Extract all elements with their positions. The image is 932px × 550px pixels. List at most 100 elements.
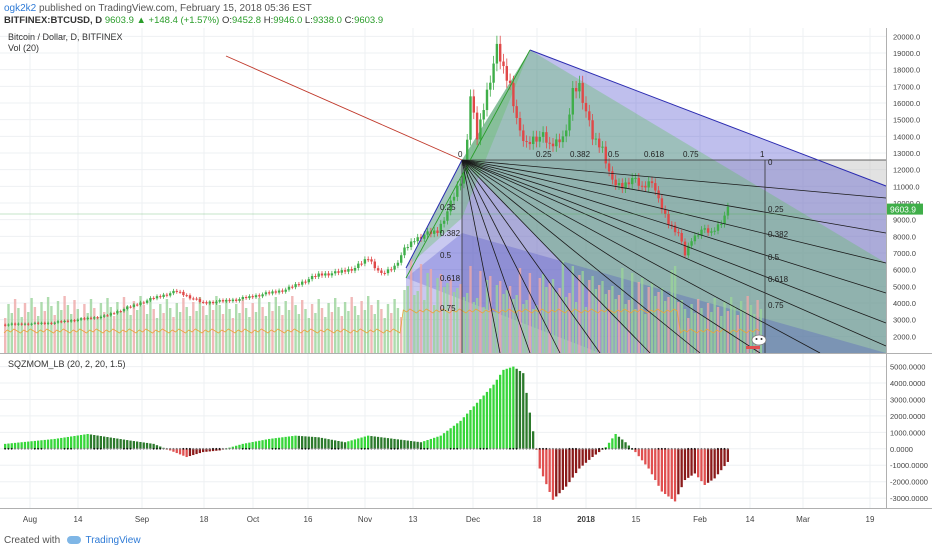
candle-body [466,139,469,174]
candle-body [670,224,673,226]
gann-level-label-top: 0.5 [608,150,620,159]
squeeze-dot [40,447,43,450]
volume-bar [452,292,456,353]
squeeze-dot [443,447,445,450]
momentum-bar [548,448,551,492]
squeeze-dot [185,447,188,450]
momentum-tick-label: -3000.0000 [890,494,928,503]
squeeze-dot [288,447,290,450]
momentum-bar [673,448,677,502]
momentum-bar [568,448,571,483]
volume-bar [390,313,393,353]
squeeze-dot [674,447,676,450]
squeeze-dot [212,447,214,450]
candle-body [413,241,416,243]
squeeze-dot [271,447,274,450]
gann-fan-line [461,159,701,354]
squeeze-dot [502,447,505,450]
volume-bar [330,312,334,353]
momentum-bar [271,438,274,449]
squeeze-dot [383,447,386,450]
momentum-tick-label: 1000.0000 [890,428,925,437]
momentum-bar [208,448,211,452]
gann-level-label-left: 0.25 [440,203,456,212]
volume-bar [63,296,66,353]
squeeze-dot [142,447,145,450]
volume-bar [436,278,439,353]
candle-body [545,132,548,143]
volume-bar [235,304,238,353]
squeeze-dot [684,447,686,450]
squeeze-dot [396,447,399,450]
volume-bar [598,285,601,353]
squeeze-dot [720,447,723,450]
momentum-bar [561,448,564,490]
squeeze-dot [400,447,402,450]
squeeze-dot [644,447,647,450]
momentum-bar [456,423,459,449]
tradingview-brand[interactable]: TradingView [85,535,141,546]
squeeze-dot [327,447,330,450]
candle-body [406,247,409,249]
gann-fan-line [461,159,531,354]
volume-bar [353,306,357,353]
candle-body [680,233,683,242]
footer: Created with TradingView [4,535,141,546]
volume-bar [538,278,541,353]
squeeze-dot [413,447,416,450]
volume-bar [178,312,182,353]
momentum-bar [198,448,201,454]
volume-bar [185,307,188,353]
momentum-bar [482,395,485,449]
volume-bar [647,287,650,353]
gann-level-label-right: 0.75 [768,301,784,310]
publisher-username[interactable]: ogk2k2 [4,3,37,14]
momentum-bar [112,438,116,449]
candle-body [258,295,261,297]
squeeze-dot [231,447,234,450]
squeeze-dot [222,447,224,450]
gann-level-label-right: 0.25 [768,205,784,214]
candle-body [677,232,680,234]
squeeze-dot [60,447,63,450]
squeeze-dot [63,447,66,450]
volume-bar [129,315,132,353]
momentum-bar [380,437,383,449]
volume-bar [403,290,406,353]
chart-area[interactable]: 2000.0 3000.0 4000.0 5000.0 6000.0 7000.0 8000… [0,28,932,533]
publish-info: ogk2k2 published on TradingView.com, Feb… [4,3,312,14]
momentum-bar [469,409,472,449]
gann-level-label-top: 0 [458,150,463,159]
squeeze-dot [621,447,624,450]
volume-bar [307,318,310,353]
candle-body [601,146,604,148]
squeeze-dot [245,447,247,450]
momentum-bar [89,434,93,449]
squeeze-dot [350,447,353,450]
candle-body [324,273,327,276]
gann-fan-line [461,159,761,354]
momentum-bar [43,439,46,449]
volume-bar [215,296,218,353]
momentum-bar [86,434,89,449]
candle-body [317,273,320,277]
momentum-bar [317,437,320,449]
volume-bar [677,302,680,353]
squeeze-dot [634,447,637,450]
squeeze-dot [548,447,551,450]
momentum-bar [726,448,729,462]
symbol-name: BITFINEX:BTCUSD, D [4,15,103,26]
momentum-bar [680,448,683,488]
tradingview-logo-icon[interactable] [66,536,81,545]
squeeze-dot [525,447,528,450]
gann-fan-line [461,159,887,264]
candle-body [304,281,307,283]
gann-level-label-right: 0.5 [768,253,780,262]
momentum-bar [205,448,208,452]
squeeze-dot [208,447,211,450]
volume-bar [413,295,416,353]
squeeze-dot [637,447,640,450]
candle-body [627,182,631,185]
squeeze-dot [512,447,515,450]
momentum-bar [700,448,703,482]
